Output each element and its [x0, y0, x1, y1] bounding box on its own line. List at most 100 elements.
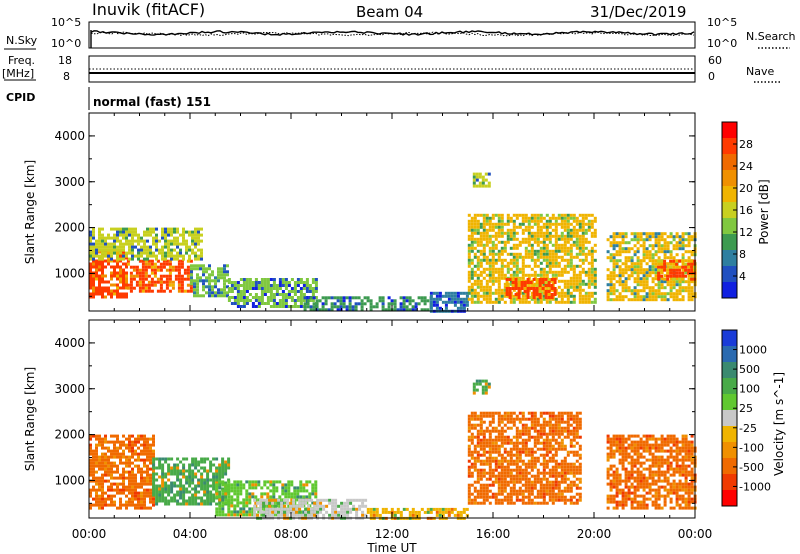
power-cell — [482, 231, 486, 235]
velocity-cell — [242, 510, 246, 514]
power-cell — [467, 219, 471, 223]
velocity-cell — [194, 463, 198, 467]
velocity-cell — [435, 510, 439, 514]
power-cell — [584, 255, 588, 259]
velocity-cell — [503, 498, 507, 502]
velocity-cell — [137, 446, 140, 450]
power-cell — [542, 258, 546, 262]
power-cell — [690, 268, 694, 272]
power-cell — [101, 259, 104, 263]
power-cell — [675, 253, 679, 257]
power-cell — [95, 254, 98, 258]
velocity-cell — [149, 449, 152, 453]
nave-tick-bottom: 0 — [708, 70, 715, 83]
power-cell — [173, 248, 176, 252]
power-cell — [470, 258, 474, 262]
velocity-cell — [569, 462, 573, 466]
power-cell — [539, 231, 543, 235]
power-cell — [165, 259, 169, 263]
power-cell — [491, 225, 495, 229]
power-cell — [633, 271, 637, 275]
power-cell — [512, 228, 516, 232]
power-cell — [563, 258, 567, 262]
power-cell — [119, 239, 122, 243]
power-cell — [675, 274, 679, 278]
velocity-cell — [509, 486, 513, 490]
velocity-cell — [557, 414, 561, 418]
power-cell — [173, 254, 176, 258]
velocity-cell — [292, 501, 296, 505]
power-cell — [512, 258, 516, 262]
power-cell — [132, 286, 136, 290]
velocity-cell — [470, 414, 474, 418]
velocity-cell — [95, 491, 98, 495]
power-cell — [186, 289, 190, 293]
velocity-cell — [122, 503, 125, 507]
power-cell — [177, 274, 181, 278]
velocity-cell — [494, 438, 498, 442]
velocity-cell — [518, 459, 522, 463]
power-cell — [482, 216, 486, 220]
power-cell — [164, 236, 167, 240]
velocity-cell — [467, 498, 471, 502]
velocity-cell — [122, 455, 125, 459]
power-cell — [485, 288, 489, 292]
velocity-cell — [176, 472, 180, 476]
velocity-cell — [98, 458, 101, 462]
velocity-cell — [548, 471, 552, 475]
velocity-cell — [236, 489, 240, 493]
velocity-cell — [296, 498, 300, 502]
power-cell — [168, 271, 172, 275]
velocity-cell — [314, 486, 318, 490]
power-cell — [476, 282, 480, 286]
velocity-cell — [140, 494, 143, 498]
velocity-cell — [494, 459, 498, 463]
velocity-cell — [509, 438, 513, 442]
power-cell — [542, 297, 546, 301]
power-cell — [137, 254, 140, 258]
power-cell — [140, 239, 143, 243]
power-cell — [518, 267, 522, 271]
power-cell — [482, 258, 486, 262]
power-cell — [281, 305, 285, 308]
power-cell — [482, 285, 486, 289]
power-cell — [89, 230, 92, 234]
velocity-cell — [533, 420, 537, 424]
power-cell — [505, 290, 509, 293]
power-cell — [196, 273, 199, 277]
velocity-cell — [545, 438, 549, 442]
power-cell — [538, 281, 542, 284]
velocity-cell — [509, 462, 513, 466]
power-cell — [590, 291, 594, 295]
power-cell — [251, 287, 255, 290]
velocity-cell — [218, 466, 222, 470]
power-cell — [606, 289, 610, 293]
velocity-cell — [128, 437, 131, 441]
power-cell — [311, 281, 315, 284]
power-cell — [473, 228, 477, 232]
power-cell — [621, 280, 625, 284]
velocity-cell — [287, 495, 291, 499]
velocity-cell — [113, 449, 116, 453]
power-cell — [200, 254, 203, 258]
power-cell — [578, 276, 582, 280]
power-cell — [581, 282, 585, 286]
power-cell — [517, 296, 521, 299]
power-cell — [518, 255, 522, 259]
power-cell — [512, 300, 516, 304]
velocity-cell — [563, 501, 567, 505]
power-cell — [122, 286, 125, 290]
power-cell — [462, 297, 466, 301]
power-cell — [624, 247, 628, 251]
velocity-cell — [500, 480, 504, 484]
velocity-cell — [143, 440, 146, 444]
power-cell — [645, 247, 649, 251]
power-cell — [633, 250, 637, 254]
power-cell — [550, 284, 554, 287]
velocity-cell — [503, 441, 507, 445]
velocity-cell — [158, 460, 162, 464]
velocity-cell — [92, 452, 95, 456]
power-cell — [566, 237, 570, 241]
power-cell — [651, 292, 655, 296]
power-cell — [186, 265, 190, 269]
